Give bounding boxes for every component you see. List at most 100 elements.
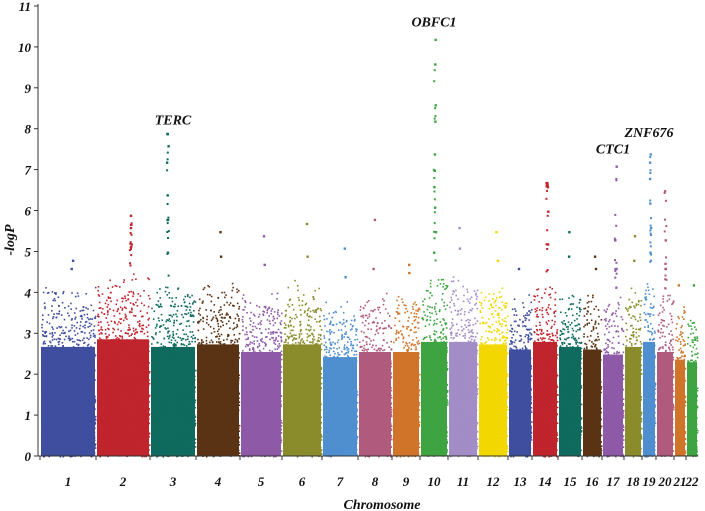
data-point <box>120 426 122 428</box>
data-point <box>72 341 74 343</box>
data-point <box>112 365 114 367</box>
data-point <box>151 357 153 359</box>
data-point <box>71 327 73 329</box>
data-point <box>214 359 216 361</box>
data-point <box>206 316 208 318</box>
data-point <box>106 317 108 319</box>
data-point <box>72 371 74 373</box>
data-point <box>186 309 188 311</box>
data-point <box>82 431 84 433</box>
data-point <box>199 396 201 398</box>
data-point <box>281 320 283 322</box>
data-point <box>201 451 203 453</box>
data-point <box>155 351 157 353</box>
data-point <box>253 452 255 454</box>
data-point <box>278 347 280 349</box>
data-point <box>274 454 276 456</box>
data-point <box>218 404 220 406</box>
data-point <box>148 423 150 425</box>
data-point <box>176 316 178 318</box>
data-point <box>44 358 46 360</box>
data-point <box>198 369 200 371</box>
data-point <box>121 435 123 437</box>
data-point <box>114 406 116 408</box>
data-point <box>110 297 112 299</box>
data-point <box>68 393 70 395</box>
data-point <box>141 422 143 424</box>
data-point <box>121 379 123 381</box>
data-point <box>158 368 160 370</box>
data-point <box>147 353 149 355</box>
data-point <box>52 443 54 445</box>
data-point <box>83 347 85 349</box>
data-point <box>85 380 87 382</box>
data-point <box>166 436 168 438</box>
data-point <box>172 336 174 338</box>
data-point <box>94 435 96 437</box>
data-point <box>256 417 258 419</box>
data-point <box>125 315 127 317</box>
data-point <box>92 449 94 451</box>
data-point <box>211 373 213 375</box>
chromosome-5-points <box>241 235 283 458</box>
data-point <box>183 424 185 426</box>
data-point <box>205 407 207 409</box>
data-point <box>104 377 106 379</box>
data-point <box>133 315 135 317</box>
data-point <box>78 372 80 374</box>
data-point <box>192 412 194 414</box>
data-point <box>61 361 63 363</box>
data-point <box>140 361 142 363</box>
data-point <box>106 445 108 447</box>
data-point <box>131 410 133 412</box>
data-point <box>238 377 240 379</box>
data-point <box>194 352 196 354</box>
data-point <box>128 418 130 420</box>
data-point <box>63 356 65 358</box>
data-point <box>90 359 92 361</box>
data-point <box>185 339 187 341</box>
data-point <box>217 353 219 355</box>
data-point <box>230 386 232 388</box>
data-point <box>140 430 142 432</box>
data-point <box>151 343 153 345</box>
data-point <box>72 361 74 363</box>
data-point <box>74 404 76 406</box>
data-point <box>279 453 281 455</box>
data-point <box>87 453 89 455</box>
data-point <box>238 357 240 359</box>
data-point <box>263 452 265 454</box>
data-point <box>163 427 165 429</box>
data-point <box>208 373 210 375</box>
data-point <box>71 396 73 398</box>
data-point <box>65 369 67 371</box>
data-point <box>68 404 70 406</box>
data-point <box>232 368 234 370</box>
data-point <box>148 346 150 348</box>
data-point <box>105 382 107 384</box>
data-point <box>114 389 116 391</box>
data-point <box>126 371 128 373</box>
data-point <box>212 440 214 442</box>
data-point <box>121 426 123 428</box>
data-point <box>252 385 254 387</box>
data-point <box>264 414 266 416</box>
data-point <box>171 339 173 341</box>
data-point <box>171 421 173 423</box>
data-point <box>72 452 74 454</box>
data-point <box>141 375 143 377</box>
data-point <box>62 379 64 381</box>
data-point <box>195 423 197 425</box>
data-point <box>202 429 204 431</box>
data-point <box>98 419 100 421</box>
data-point <box>230 428 232 430</box>
data-point <box>189 435 191 437</box>
data-point <box>216 425 218 427</box>
data-point <box>260 402 262 404</box>
data-point <box>67 444 69 446</box>
data-point <box>221 406 223 408</box>
data-point <box>186 314 188 316</box>
peak-point <box>168 275 170 277</box>
data-point <box>88 375 90 377</box>
data-point <box>239 430 241 432</box>
